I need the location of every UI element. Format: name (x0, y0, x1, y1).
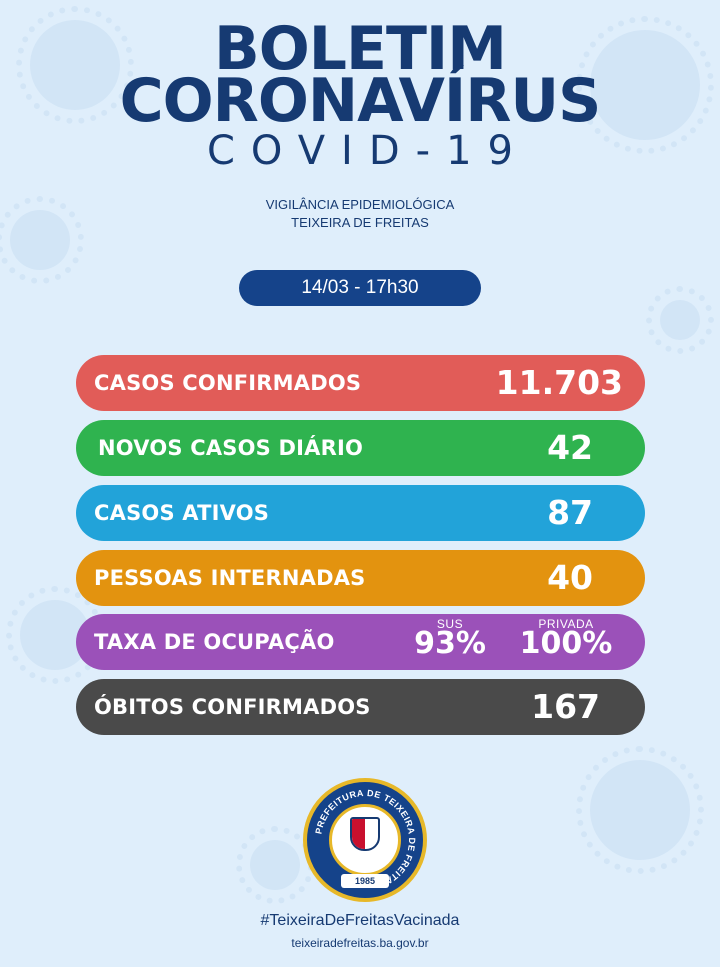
stat-label: CASOS CONFIRMADOS (94, 371, 362, 395)
page-subtitle: COVID-19 (206, 128, 529, 174)
stat-value: 87 (547, 493, 593, 532)
date-time-badge: 14/03 - 17h30 (239, 270, 481, 306)
occupancy-sus-value: 93% (414, 626, 486, 661)
page-title-second-line: CORONAVÍRUS (119, 66, 602, 136)
stat-value: 42 (547, 428, 593, 467)
occupancy-private-value: 100% (519, 626, 613, 661)
occupancy-sus: SUS 93% (408, 614, 492, 670)
stat-occupancy-rate: TAXA DE OCUPAÇÃO SUS 93% PRIVADA 100% (76, 614, 645, 670)
virus-decoration-icon (0, 196, 84, 284)
stat-value: 40 (547, 558, 593, 597)
occupancy-sus-label: SUS (436, 617, 464, 631)
seal-emblem (329, 804, 401, 876)
occupancy-private-label: PRIVADA (538, 617, 594, 631)
virus-decoration-icon (646, 286, 714, 354)
virus-decoration-icon (576, 746, 704, 874)
city-name: TEIXEIRA DE FREITAS (291, 215, 429, 230)
shield-icon (350, 817, 380, 851)
stat-label: PESSOAS INTERNADAS (94, 566, 366, 590)
agency-name: VIGILÂNCIA EPIDEMIOLÓGICA (265, 197, 455, 212)
stat-label: CASOS ATIVOS (94, 501, 270, 525)
stat-label: NOVOS CASOS DIÁRIO (98, 436, 364, 460)
stat-new-daily-cases: NOVOS CASOS DIÁRIO 42 (76, 420, 645, 476)
footer-hashtag: #TeixeiraDeFreitasVacinada (260, 912, 460, 929)
seal-year: 1985 (341, 874, 389, 888)
virus-decoration-icon (236, 826, 314, 904)
stat-confirmed-cases: CASOS CONFIRMADOS 11.703 (76, 355, 645, 411)
city-seal-logo: PREFEITURA DE TEIXEIRA DE FREITAS 1985 (303, 778, 427, 902)
stat-value: 11.703 (495, 363, 623, 402)
page-title: BOLETIM (214, 14, 507, 84)
virus-decoration-icon (576, 16, 714, 154)
footer-website: teixeiradefreitas.ba.gov.br (291, 936, 429, 950)
stat-confirmed-deaths: ÓBITOS CONFIRMADOS 167 (76, 679, 645, 735)
stat-active-cases: CASOS ATIVOS 87 (76, 485, 645, 541)
virus-decoration-icon (16, 6, 134, 124)
stat-hospitalized: PESSOAS INTERNADAS 40 (76, 550, 645, 606)
stat-value: 167 (531, 687, 600, 726)
stat-label: TAXA DE OCUPAÇÃO (94, 630, 335, 654)
occupancy-private: PRIVADA 100% (516, 614, 616, 670)
stat-label: ÓBITOS CONFIRMADOS (94, 695, 371, 719)
